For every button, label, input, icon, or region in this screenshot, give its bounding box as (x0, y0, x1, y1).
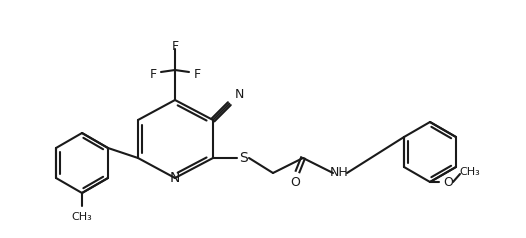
Text: F: F (171, 40, 178, 54)
Text: O: O (290, 177, 300, 189)
Text: CH₃: CH₃ (460, 167, 480, 177)
Text: N: N (170, 171, 180, 185)
Text: NH: NH (330, 167, 348, 179)
Text: CH₃: CH₃ (72, 212, 93, 222)
Text: S: S (239, 151, 247, 165)
Text: F: F (194, 69, 200, 81)
Text: O: O (443, 175, 453, 188)
Text: F: F (149, 69, 157, 81)
Text: N: N (234, 88, 244, 100)
